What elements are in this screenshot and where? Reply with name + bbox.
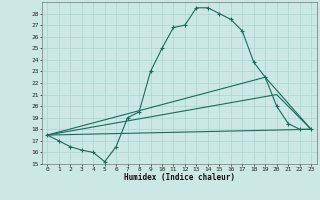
X-axis label: Humidex (Indice chaleur): Humidex (Indice chaleur): [124, 173, 235, 182]
